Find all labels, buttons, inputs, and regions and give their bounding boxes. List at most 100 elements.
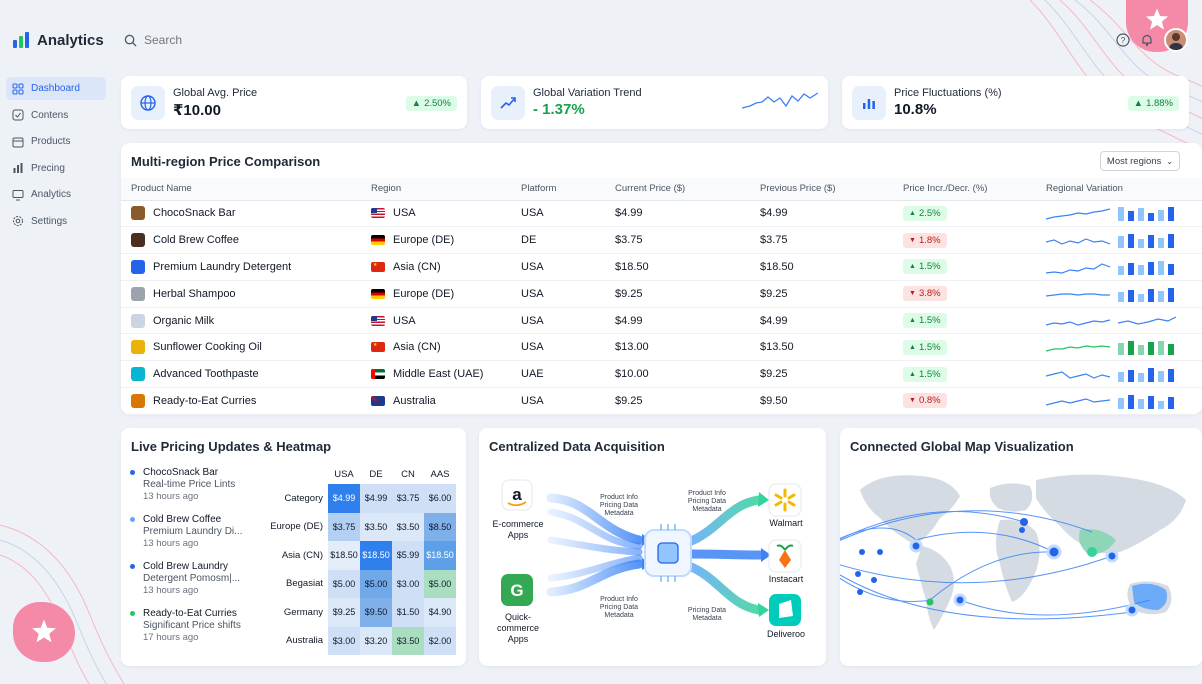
column-header[interactable]: Price Incr./Decr. (%) — [893, 178, 1036, 201]
table-row[interactable]: Advanced Toothpaste Middle East (UAE) UAE $… — [121, 360, 1202, 389]
heatmap-cell[interactable]: $3.75 — [328, 512, 360, 541]
heatmap-cell[interactable]: $9.25 — [328, 598, 360, 627]
platform: DE — [511, 226, 605, 255]
feed-item[interactable]: Ready-to-Eat Curries Significant Price sh… — [130, 608, 241, 643]
regional-variation-bars — [1118, 368, 1174, 383]
heatmap-cell[interactable]: $9.50 — [360, 598, 392, 627]
heatmap-cell[interactable]: $3.50 — [360, 512, 392, 541]
sidebar-item-products[interactable]: Products — [6, 130, 106, 153]
platform: USA — [511, 333, 605, 362]
product-icon — [131, 340, 145, 355]
heatmap-cell[interactable]: $5.00 — [360, 569, 392, 598]
heatmap-cell[interactable]: $4.99 — [328, 484, 360, 513]
kpi-label: Global Variation Trend — [533, 87, 642, 99]
column-header[interactable]: Region — [361, 178, 511, 201]
current-price: $9.25 — [605, 387, 750, 415]
flag-us-icon — [371, 208, 385, 219]
column-header[interactable]: Product Name — [121, 178, 361, 201]
table-row[interactable]: Organic Milk USA USA $4.99 $4.99 ▲ 1.5% — [121, 307, 1202, 335]
heatmap-cell[interactable]: $2.00 — [424, 626, 456, 655]
search-input[interactable] — [144, 33, 444, 47]
kpi-change-badge: ▲ 2.50% — [405, 96, 457, 111]
heatmap-cell[interactable]: $3.75 — [392, 484, 424, 513]
help-icon[interactable]: ? — [1116, 33, 1130, 47]
heatmap-cell[interactable]: $18.50 — [424, 541, 456, 570]
sidebar-item-analytics[interactable]: Analytics — [6, 183, 106, 206]
brand[interactable]: Analytics — [12, 31, 104, 49]
heatmap-cell[interactable]: $5.99 — [392, 541, 424, 570]
search-bar[interactable] — [124, 33, 444, 47]
sidebar: Dashboard Contens Products Precing Analytics… — [6, 77, 106, 236]
heatmap-cell[interactable]: $5.00 — [424, 569, 456, 598]
bell-icon[interactable] — [1140, 33, 1154, 47]
platform: UAE — [511, 360, 605, 389]
heatmap-cell[interactable]: $6.00 — [424, 484, 456, 513]
table-row[interactable]: Cold Brew Coffee Europe (DE) DE $3.75 $3.75 ▼… — [121, 226, 1202, 255]
heatmap-row-label: Category — [284, 492, 323, 504]
platform: USA — [511, 253, 605, 281]
heatmap-cell[interactable]: $3.20 — [360, 626, 392, 655]
flow-label-out-top: Product Info Pricing Data Metadata — [687, 490, 727, 513]
feed-item[interactable]: Cold Brew Laundry Detergent Pomosm|... 13 … — [130, 561, 240, 596]
heatmap-cell[interactable]: $3.50 — [392, 626, 424, 655]
table-row[interactable]: Premium Laundry Detergent ★ Asia (CN) USA $1… — [121, 253, 1202, 281]
arrow-up-icon: ▲ — [909, 317, 916, 325]
feed-title: ChocoSnack Bar — [143, 467, 219, 478]
heatmap-cell[interactable]: $18.50 — [328, 541, 360, 570]
kpi-value: ₹10.00 — [173, 101, 221, 119]
arrow-up-icon: ▲ — [909, 263, 916, 271]
heatmap-header-row: USA DE CN AAS — [270, 464, 456, 484]
heatmap-cell[interactable]: $3.50 — [392, 512, 424, 541]
regional-variation-bars — [1118, 234, 1174, 249]
column-header[interactable]: Current Price ($) — [605, 178, 750, 201]
avatar[interactable] — [1164, 28, 1188, 52]
feed-title: Ready-to-Eat Curries — [143, 608, 237, 619]
arrow-up-icon: ▲ — [1133, 98, 1144, 109]
region-filter-dropdown[interactable]: Most regions ⌄ — [1099, 151, 1180, 171]
price-change-badge: ▲ 2.5% — [903, 205, 947, 221]
status-dot — [130, 517, 135, 522]
flag-ae-icon — [371, 369, 385, 380]
flow-label-in-bottom: Product Info Pricing Data Metadata — [599, 596, 639, 619]
kpi-card-price-fluctuations[interactable]: Price Fluctuations (%) 10.8% ▲ 1.88% — [842, 76, 1189, 129]
product-name: Advanced Toothpaste — [153, 368, 259, 381]
source-label-ecommerce: E-commerce Apps — [492, 519, 544, 540]
price-change-badge: ▼ 0.8% — [903, 393, 947, 409]
status-dot — [130, 611, 135, 616]
feed-item[interactable]: ChocoSnack Bar Real-time Price Lints 13 ho… — [130, 467, 235, 502]
sidebar-item-dashboard[interactable]: Dashboard — [6, 77, 106, 100]
flag-de-icon — [371, 288, 385, 299]
heatmap-cell[interactable]: $8.50 — [424, 512, 456, 541]
product-name: Premium Laundry Detergent — [153, 260, 292, 273]
column-header[interactable]: Regional Variation — [1036, 178, 1202, 201]
heatmap-cell[interactable]: $18.50 — [360, 541, 392, 570]
table-row[interactable]: ChocoSnack Bar USA USA $4.99 $4.99 ▲ 2.5% — [121, 200, 1202, 228]
region: Middle East (UAE) — [393, 368, 484, 381]
sidebar-item-contens[interactable]: Contens — [6, 104, 106, 127]
heatmap-column-header: CN — [401, 468, 415, 480]
table-row[interactable]: Herbal Shampoo Europe (DE) USA $9.25 $9.25 ▼ 3… — [121, 280, 1202, 308]
product-name: Sunflower Cooking Oil — [153, 341, 262, 354]
region: USA — [393, 314, 416, 327]
current-price: $4.99 — [605, 200, 750, 228]
column-header[interactable]: Platform — [511, 178, 605, 201]
heatmap-cell[interactable]: $4.99 — [360, 484, 392, 513]
heatmap-cell[interactable]: $3.00 — [392, 569, 424, 598]
table-row[interactable]: Ready-to-Eat Curries Australia USA $9.25 $9.… — [121, 387, 1202, 415]
sidebar-item-precing[interactable]: Precing — [6, 157, 106, 180]
bar-chart-icon — [12, 162, 24, 174]
heatmap-cell[interactable]: $4.90 — [424, 598, 456, 627]
table-row[interactable]: Sunflower Cooking Oil ★ Asia (CN) USA $13.00… — [121, 333, 1202, 362]
kpi-card-global-variation-trend[interactable]: Global Variation Trend - 1.37% — [481, 76, 828, 129]
heatmap-cell[interactable]: $3.00 — [328, 626, 360, 655]
kpi-label: Global Avg. Price — [173, 86, 258, 99]
column-header[interactable]: Previous Price ($) — [750, 178, 893, 201]
flow-label-in-top: Product Info Pricing Data Metadata — [599, 494, 639, 517]
kpi-card-global-avg-price[interactable]: Global Avg. Price ₹10.00 ▲ 2.50% — [121, 76, 467, 129]
sidebar-item-settings[interactable]: Settings — [6, 210, 106, 233]
feed-item[interactable]: Cold Brew Coffee Premium Laundry Di... 13 … — [130, 514, 242, 549]
previous-price: $9.25 — [750, 280, 893, 308]
kpi-value: - 1.37% — [533, 101, 585, 118]
heatmap-cell[interactable]: $5.00 — [328, 569, 360, 598]
heatmap-cell[interactable]: $1.50 — [392, 598, 424, 627]
